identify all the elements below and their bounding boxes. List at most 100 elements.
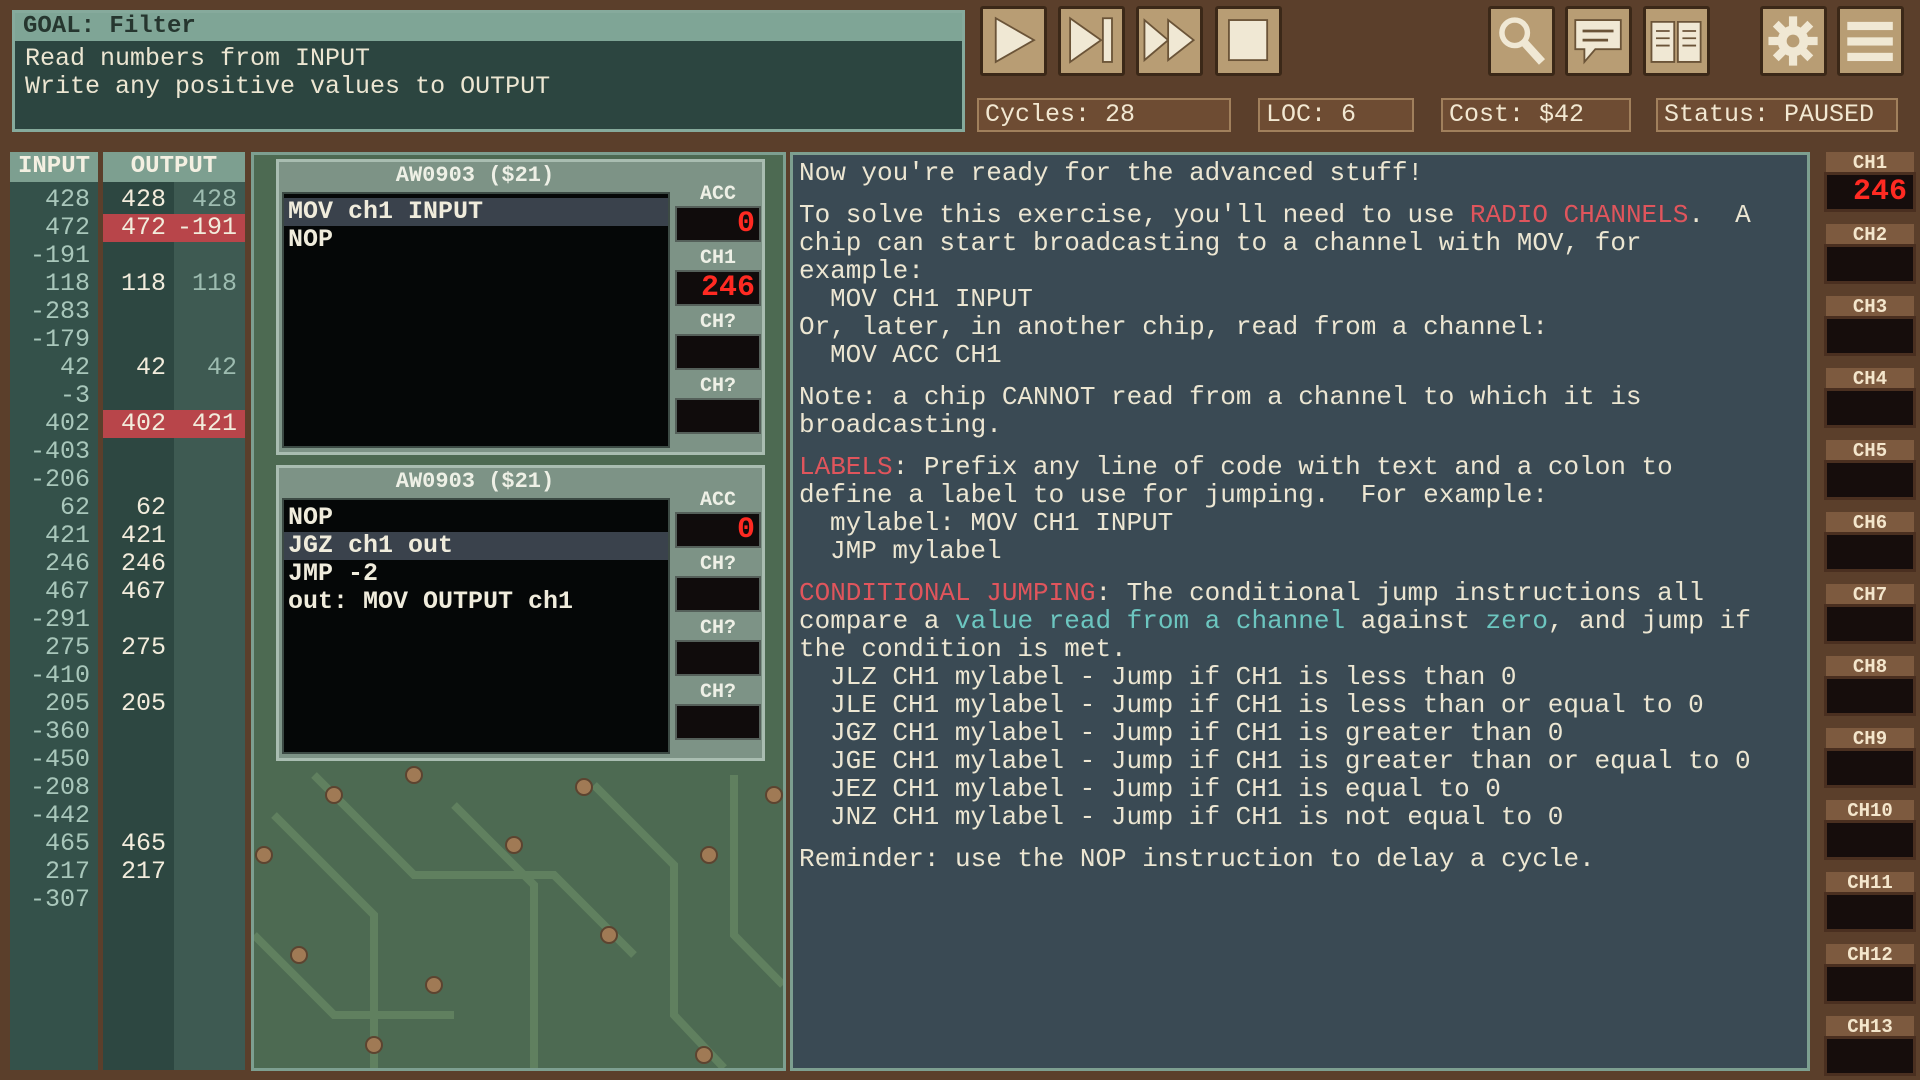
menu-button[interactable] xyxy=(1837,6,1904,76)
register-label: CH? xyxy=(699,311,736,334)
input-value: -191 xyxy=(29,241,90,270)
help-paragraph: Reminder: use the NOP instruction to del… xyxy=(799,845,1774,873)
highlight-text: LABELS xyxy=(799,452,893,482)
input-value: 472 xyxy=(44,213,90,242)
expected-output: 62 xyxy=(135,493,166,522)
expected-column: 428 472 118 42 402 62 421 246 467 275 205 465 217 xyxy=(103,182,174,1070)
chip-title: AW0903 ($21) xyxy=(395,469,555,494)
code-line: NOP xyxy=(288,503,334,532)
input-value: 402 xyxy=(44,409,90,438)
channel-label: CH11 xyxy=(1826,872,1914,894)
channel-display xyxy=(1824,532,1916,572)
fast-forward-button[interactable] xyxy=(1136,6,1203,76)
highlight-text: CONDITIONAL JUMPING xyxy=(799,578,1096,608)
chip: AW0903 ($21) NOP JGZ ch1 out JMP -2 out: MOV… xyxy=(276,465,765,761)
input-value: -283 xyxy=(29,297,90,326)
channel-label: CH8 xyxy=(1826,656,1914,678)
code-example: MOV CH1 INPUT xyxy=(830,284,1033,314)
goal-title: GOAL: Filter xyxy=(15,13,962,41)
code-example: JNZ CH1 mylabel - Jump if CH1 is not equ… xyxy=(830,802,1564,832)
register-label: CH? xyxy=(699,375,736,398)
input-value: -403 xyxy=(29,437,90,466)
channel-label: CH3 xyxy=(1826,296,1914,318)
channel-label: CH12 xyxy=(1826,944,1914,966)
input-value: 62 xyxy=(59,493,90,522)
expected-output: 467 xyxy=(120,577,166,606)
help-text: To solve this exercise, you'll need to u… xyxy=(799,201,1774,285)
help-text: CONDITIONAL JUMPING: The conditional jum… xyxy=(799,579,1774,663)
help-text: LABELS: Prefix any line of code with tex… xyxy=(799,453,1774,509)
input-value: -410 xyxy=(29,661,90,690)
code-example: MOV ACC CH1 xyxy=(830,340,1002,370)
actual-output: 118 xyxy=(191,269,237,298)
input-value: -307 xyxy=(29,885,90,914)
manual-button[interactable] xyxy=(1643,6,1710,76)
code-example: JLE CH1 mylabel - Jump if CH1 is less th… xyxy=(830,690,1704,720)
input-value: 42 xyxy=(59,353,90,382)
code-editor[interactable]: MOV ch1 INPUT NOP xyxy=(282,192,670,448)
text-run: , and jump if the condition is met. xyxy=(799,606,1767,664)
chat-button[interactable] xyxy=(1565,6,1632,76)
stop-button[interactable] xyxy=(1215,6,1282,76)
text-run: against xyxy=(1345,606,1486,636)
input-value: 421 xyxy=(44,521,90,550)
register-label: CH? xyxy=(699,617,736,640)
code-line: JMP -2 xyxy=(288,559,379,588)
channel-label: CH13 xyxy=(1826,1016,1914,1038)
register-display xyxy=(675,704,761,740)
code-line: out: MOV OUTPUT ch1 xyxy=(288,587,574,616)
code-example: JGE CH1 mylabel - Jump if CH1 is greater… xyxy=(830,746,1751,776)
goal-panel: GOAL: Filter Read numbers from INPUT Wri… xyxy=(12,10,965,132)
help-text: Now you're ready for the advanced stuff! xyxy=(799,159,1774,187)
channel-display xyxy=(1824,388,1916,428)
help-panel: Now you're ready for the advanced stuff!… xyxy=(790,152,1810,1071)
register-label: CH1 xyxy=(699,247,736,270)
actual-output: 428 xyxy=(191,185,237,214)
register-display: 246 xyxy=(675,270,761,306)
code-line: MOV ch1 INPUT xyxy=(284,198,668,226)
text-run: : Prefix any line of code with text and … xyxy=(799,452,1689,510)
text-run: To solve this exercise, you'll need to u… xyxy=(799,200,1470,230)
register-display xyxy=(675,576,761,612)
channel-label: CH1 xyxy=(1826,152,1914,174)
channel-display xyxy=(1824,892,1916,932)
input-value: 467 xyxy=(44,577,90,606)
help-text: Or, later, in another chip, read from a … xyxy=(799,313,1774,341)
input-value: 428 xyxy=(44,185,90,214)
text-run: Now you're ready for the advanced stuff! xyxy=(799,158,1424,188)
settings-button[interactable] xyxy=(1760,6,1827,76)
expected-output: 205 xyxy=(120,689,166,718)
register-display: 0 xyxy=(675,206,761,242)
register-label: CH? xyxy=(699,681,736,704)
input-header: INPUT xyxy=(10,152,98,182)
channel-display: 246 xyxy=(1824,172,1916,212)
text-run: . A chip can start broadcasting to a cha… xyxy=(799,200,1767,286)
input-column: 428 472 -191 118 -283 -179 42 -3 402 -403 -206 62 42… xyxy=(10,182,98,1070)
input-value: 275 xyxy=(44,633,90,662)
channel-label: CH10 xyxy=(1826,800,1914,822)
channel-label: CH6 xyxy=(1826,512,1914,534)
loc-counter: LOC: 6 xyxy=(1258,98,1414,132)
input-value: 217 xyxy=(44,857,90,886)
code-example: JMP mylabel xyxy=(830,536,1002,566)
search-button[interactable] xyxy=(1488,6,1555,76)
board-traces xyxy=(254,766,783,1068)
input-value: -179 xyxy=(29,325,90,354)
highlight-text: zero xyxy=(1485,606,1548,636)
step-button[interactable] xyxy=(1058,6,1125,76)
text-run: : The conditional jump instructions all … xyxy=(799,578,1720,636)
run-button[interactable] xyxy=(980,6,1047,76)
input-value: -442 xyxy=(29,801,90,830)
cycles-counter: Cycles: 28 xyxy=(977,98,1231,132)
highlight-text: RADIO CHANNELS xyxy=(1469,200,1689,230)
expected-output: 217 xyxy=(120,857,166,886)
code-editor[interactable]: NOP JGZ ch1 out JMP -2 out: MOV OUTPUT ch1 xyxy=(282,498,670,754)
text-run: Or, later, in another chip, read from a … xyxy=(799,312,1548,342)
expected-output: 275 xyxy=(120,633,166,662)
expected-output: 246 xyxy=(120,549,166,578)
channel-display xyxy=(1824,676,1916,716)
highlight-text: value read from a channel xyxy=(955,606,1346,636)
actual-output: 421 xyxy=(174,410,245,438)
register-display xyxy=(675,640,761,676)
